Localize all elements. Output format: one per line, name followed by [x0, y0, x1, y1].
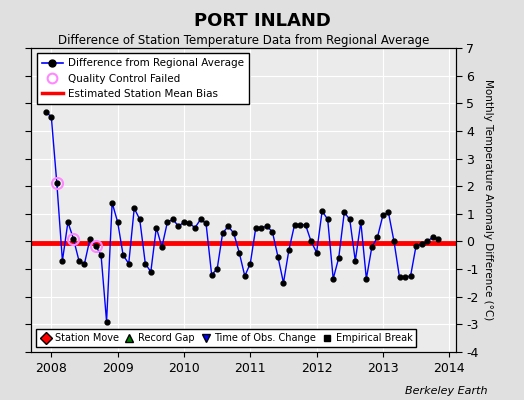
Text: PORT INLAND: PORT INLAND — [193, 12, 331, 30]
Legend: Station Move, Record Gap, Time of Obs. Change, Empirical Break: Station Move, Record Gap, Time of Obs. C… — [36, 329, 416, 347]
Text: Berkeley Earth: Berkeley Earth — [405, 386, 487, 396]
Y-axis label: Monthly Temperature Anomaly Difference (°C): Monthly Temperature Anomaly Difference (… — [483, 79, 493, 321]
Title: Difference of Station Temperature Data from Regional Average: Difference of Station Temperature Data f… — [58, 34, 429, 47]
